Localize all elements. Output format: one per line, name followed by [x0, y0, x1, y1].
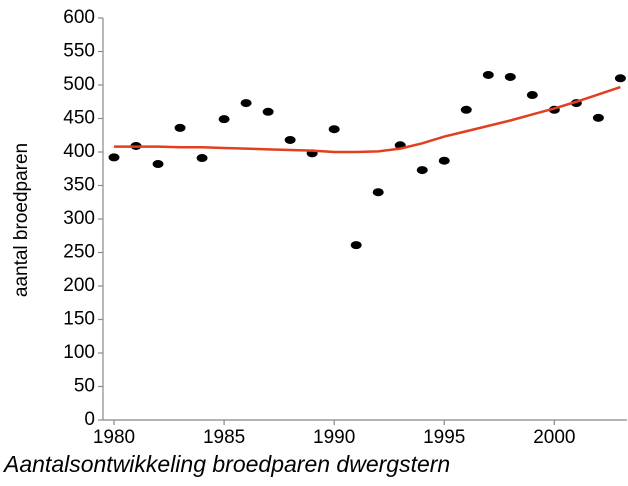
point [526, 91, 538, 100]
point [460, 105, 472, 114]
point [350, 241, 362, 250]
point [482, 70, 494, 79]
point [416, 166, 428, 175]
y-axis-label: aantal broedparen [11, 143, 32, 297]
point [438, 156, 450, 165]
y-tick-label: 500 [63, 74, 95, 95]
point [284, 135, 296, 144]
y-tick-label: 550 [63, 41, 95, 62]
point [218, 115, 230, 124]
y-tick-label: 150 [63, 309, 95, 330]
y-tick-label: 100 [63, 342, 95, 363]
x-tick-label: 1995 [423, 427, 465, 448]
point [504, 72, 516, 81]
y-tick-label: 600 [63, 7, 95, 28]
x-tick-label: 1990 [313, 427, 355, 448]
y-tick-label: 350 [63, 175, 95, 196]
x-tick-label: 2000 [533, 427, 575, 448]
y-tick-label: 250 [63, 242, 95, 263]
y-tick-label: 450 [63, 108, 95, 129]
x-tick-label: 1985 [203, 427, 245, 448]
point [152, 160, 164, 169]
point [614, 74, 626, 83]
point [240, 99, 252, 108]
trend-line [114, 85, 621, 154]
y-tick-label: 0 [84, 409, 95, 430]
point [108, 153, 120, 162]
point [196, 154, 208, 163]
y-tick-label: 300 [63, 208, 95, 229]
y-tick-label: 50 [74, 376, 95, 397]
point [174, 123, 186, 132]
point [262, 107, 274, 116]
point [328, 125, 340, 134]
y-tick-label: 200 [63, 275, 95, 296]
point [592, 113, 604, 122]
x-tick-label: 1980 [93, 427, 135, 448]
point [372, 188, 384, 197]
chart-title: Aantalsontwikkeling broedparen dwergster… [2, 451, 450, 477]
y-tick-label: 400 [63, 141, 95, 162]
